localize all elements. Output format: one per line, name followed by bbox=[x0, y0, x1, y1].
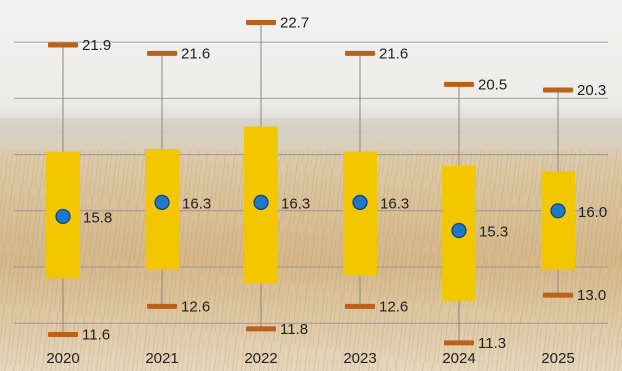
mean-label: 16.3 bbox=[182, 195, 211, 212]
min-cap bbox=[246, 326, 276, 332]
max-label: 22.7 bbox=[280, 14, 309, 31]
mean-label: 15.3 bbox=[479, 223, 508, 240]
x-tick-label: 2025 bbox=[541, 350, 574, 367]
max-label: 21.6 bbox=[379, 45, 408, 62]
max-label: 21.9 bbox=[82, 37, 111, 54]
min-label: 11.6 bbox=[82, 326, 110, 343]
mean-marker bbox=[550, 203, 566, 219]
min-cap bbox=[345, 303, 375, 309]
box-group-2025: 20.3 13.0 16.0 bbox=[541, 82, 607, 304]
mean-label: 16.3 bbox=[281, 195, 310, 212]
max-cap bbox=[543, 87, 573, 93]
gridlines bbox=[14, 41, 608, 324]
x-tick-label: 2024 bbox=[442, 350, 475, 367]
max-label: 21.6 bbox=[181, 45, 210, 62]
x-tick-label: 2023 bbox=[343, 350, 376, 367]
min-cap bbox=[147, 303, 177, 309]
max-cap bbox=[444, 81, 474, 87]
max-label: 20.3 bbox=[577, 82, 606, 99]
min-label: 11.3 bbox=[478, 335, 506, 352]
box-group-2024: 20.5 11.3 15.3 bbox=[442, 76, 508, 352]
mean-label: 16.3 bbox=[380, 195, 409, 212]
x-tick-label: 2022 bbox=[244, 350, 277, 367]
max-cap bbox=[246, 19, 276, 25]
mean-marker bbox=[55, 208, 71, 225]
box-group-2023: 21.6 12.6 16.3 bbox=[343, 45, 409, 315]
mean-label: 15.8 bbox=[83, 209, 112, 226]
min-cap bbox=[543, 292, 573, 298]
min-cap bbox=[444, 340, 474, 346]
min-cap bbox=[48, 331, 78, 337]
mean-marker bbox=[154, 194, 170, 210]
mean-label: 16.0 bbox=[578, 204, 607, 221]
mean-marker bbox=[451, 222, 467, 239]
x-axis-labels: 2020 2021 2022 2023 2024 2025 bbox=[46, 350, 574, 367]
box-group-2020: 21.9 11.6 15.8 bbox=[46, 37, 112, 343]
x-tick-label: 2021 bbox=[145, 350, 178, 367]
box-group-2021: 21.6 12.6 16.3 bbox=[145, 45, 211, 315]
max-cap bbox=[345, 50, 375, 56]
max-cap bbox=[48, 42, 78, 48]
mean-marker bbox=[253, 194, 269, 210]
min-label: 11.8 bbox=[280, 321, 308, 338]
box bbox=[541, 171, 575, 270]
min-label: 12.6 bbox=[379, 298, 408, 315]
boxes: 21.911.615.821.612.616.322.711.816.321.6… bbox=[46, 14, 607, 352]
mean-marker bbox=[352, 194, 368, 210]
max-label: 20.5 bbox=[478, 76, 507, 93]
min-label: 12.6 bbox=[181, 298, 210, 315]
min-label: 13.0 bbox=[577, 287, 606, 304]
box bbox=[343, 151, 377, 276]
box-group-2022: 22.7 11.8 16.3 bbox=[244, 14, 310, 338]
max-cap bbox=[147, 50, 177, 56]
x-tick-label: 2020 bbox=[46, 350, 79, 367]
